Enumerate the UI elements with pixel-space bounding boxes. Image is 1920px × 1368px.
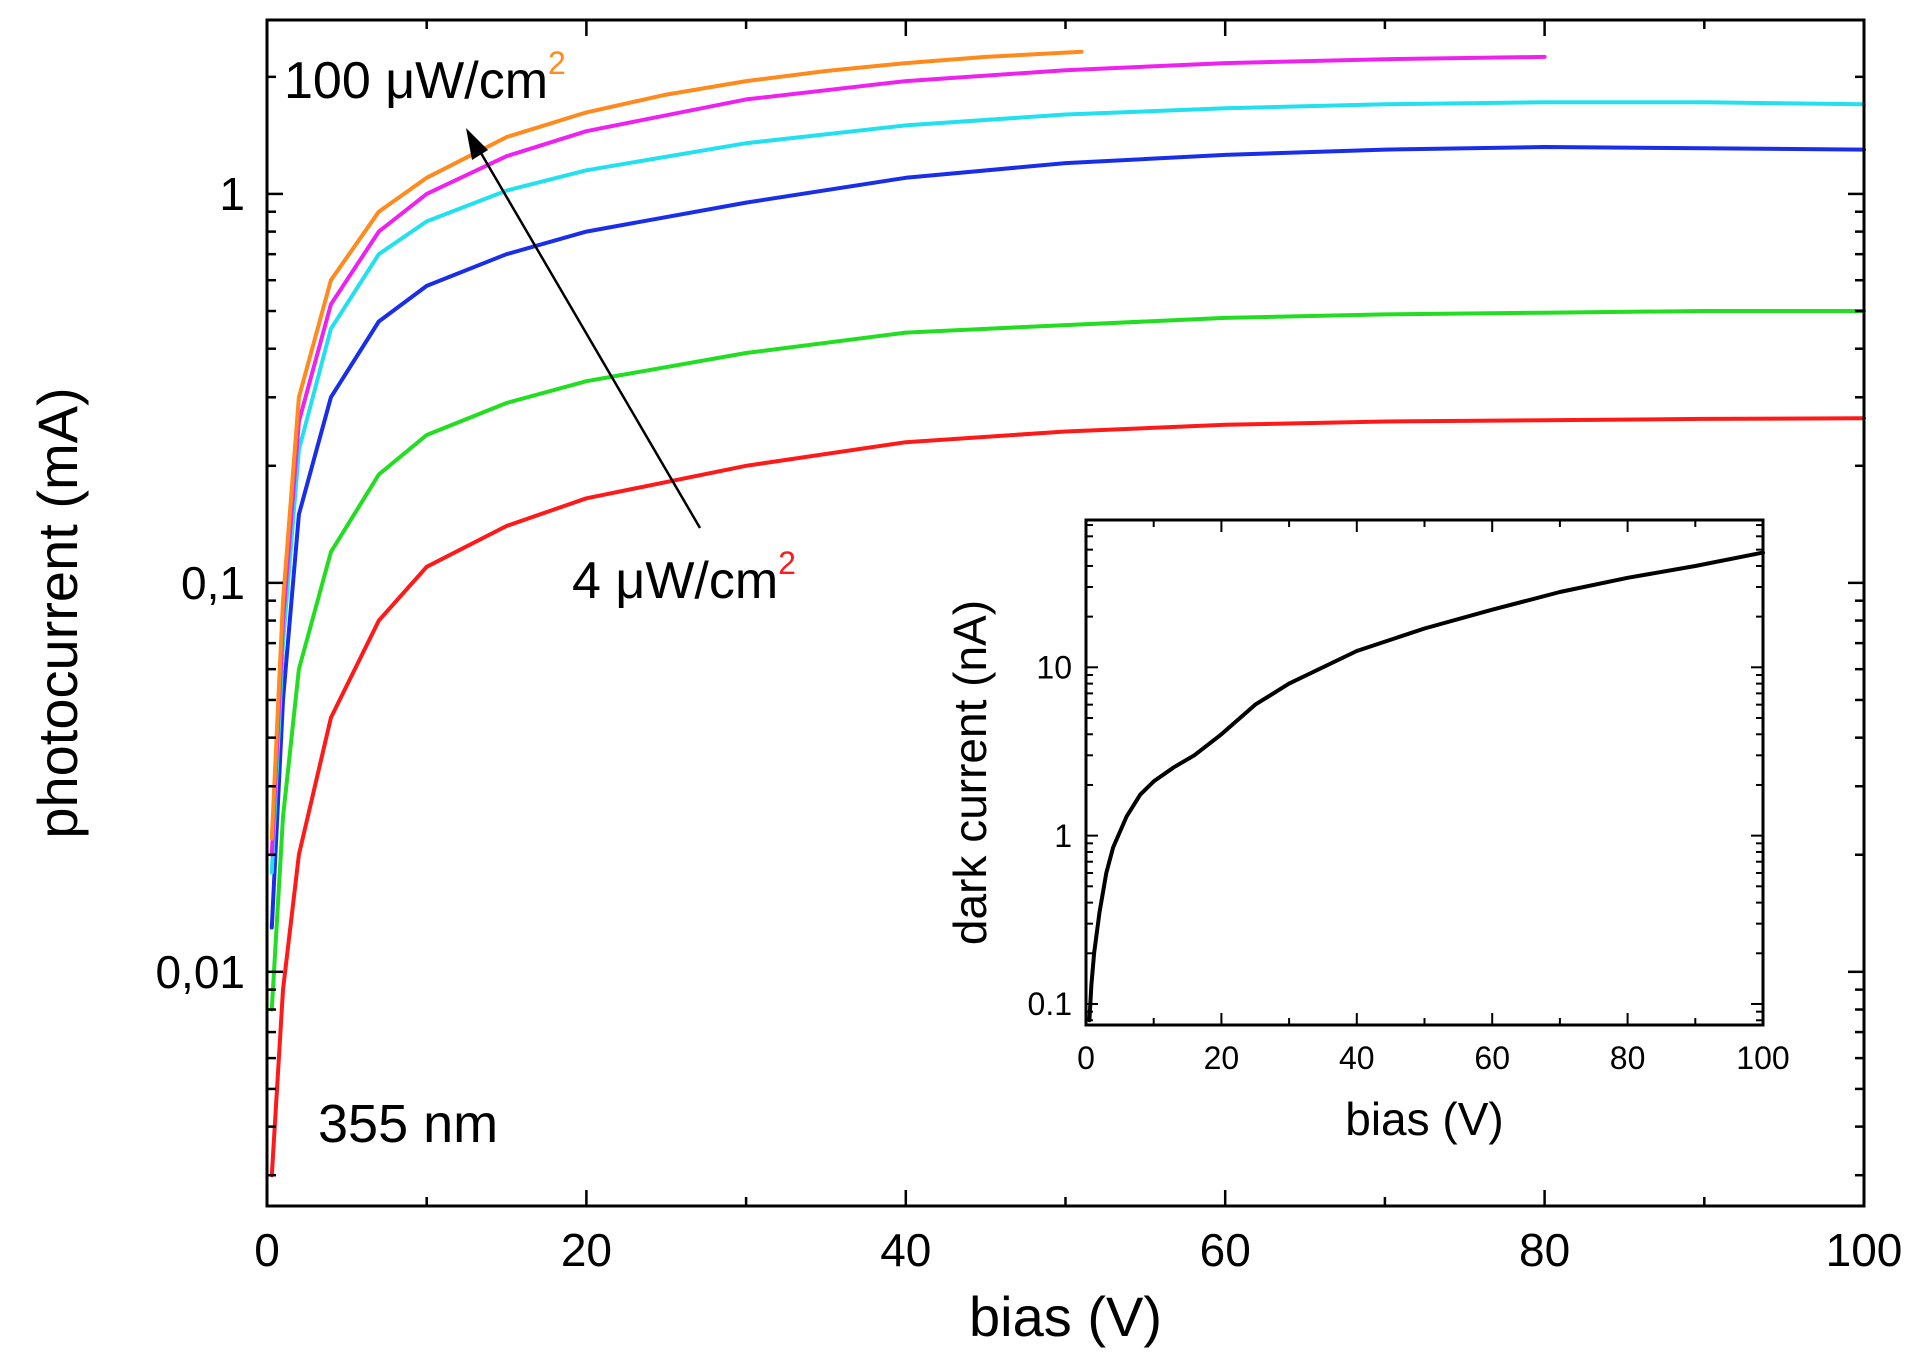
wavelength-label: 355 nm [318, 1094, 498, 1154]
x-tick-label: 20 [561, 1224, 612, 1276]
inset-plot: 0 20 40 60 80 100 0.1 1 10 bias (V) dark current (… [944, 518, 1790, 1145]
series-line-6 [269, 49, 1084, 841]
x-tick-label: 100 [1736, 1040, 1789, 1076]
low-intensity-label: 4 μW/cm2 [572, 545, 796, 610]
x-tick-label: 80 [1610, 1040, 1646, 1076]
y-axis-title: dark current (nA) [944, 600, 996, 945]
y-tick-label: 1 [1054, 818, 1072, 854]
series-line-1 [269, 416, 1866, 1178]
x-tick-label: 60 [1200, 1224, 1251, 1276]
y-tick-label: 0.1 [1028, 986, 1072, 1022]
x-tick-label: 100 [1826, 1224, 1903, 1276]
x-tick-label: 80 [1519, 1224, 1570, 1276]
y-axis-title: photocurrent (mA) [26, 387, 89, 838]
series-line-5 [269, 54, 1547, 857]
x-tick-label: 20 [1204, 1040, 1240, 1076]
y-tick-label: 0,01 [155, 946, 245, 998]
y-tick-label: 0,1 [181, 557, 245, 609]
low-intensity-superscript: 2 [778, 545, 796, 581]
high-intensity-label: 100 μW/cm2 [284, 45, 566, 110]
y-tick-label: 10 [1036, 650, 1072, 686]
inset-background [1086, 520, 1763, 1025]
series-line-3 [269, 145, 1866, 930]
series-line-2 [269, 309, 1866, 1012]
x-tick-label: 0 [1077, 1040, 1095, 1076]
high-intensity-superscript: 2 [548, 45, 566, 81]
series-line-1 [1087, 550, 1765, 1023]
intensity-arrow-head [466, 128, 488, 160]
series-line-4 [269, 100, 1866, 875]
intensity-arrow-shaft [476, 147, 702, 529]
x-axis-title: bias (V) [1345, 1093, 1503, 1145]
x-tick-label: 60 [1474, 1040, 1510, 1076]
x-tick-label: 40 [880, 1224, 931, 1276]
y-tick-label: 1 [219, 168, 245, 220]
x-axis-title: bias (V) [969, 1285, 1162, 1348]
x-tick-label: 0 [254, 1224, 280, 1276]
x-tick-label: 40 [1339, 1040, 1375, 1076]
